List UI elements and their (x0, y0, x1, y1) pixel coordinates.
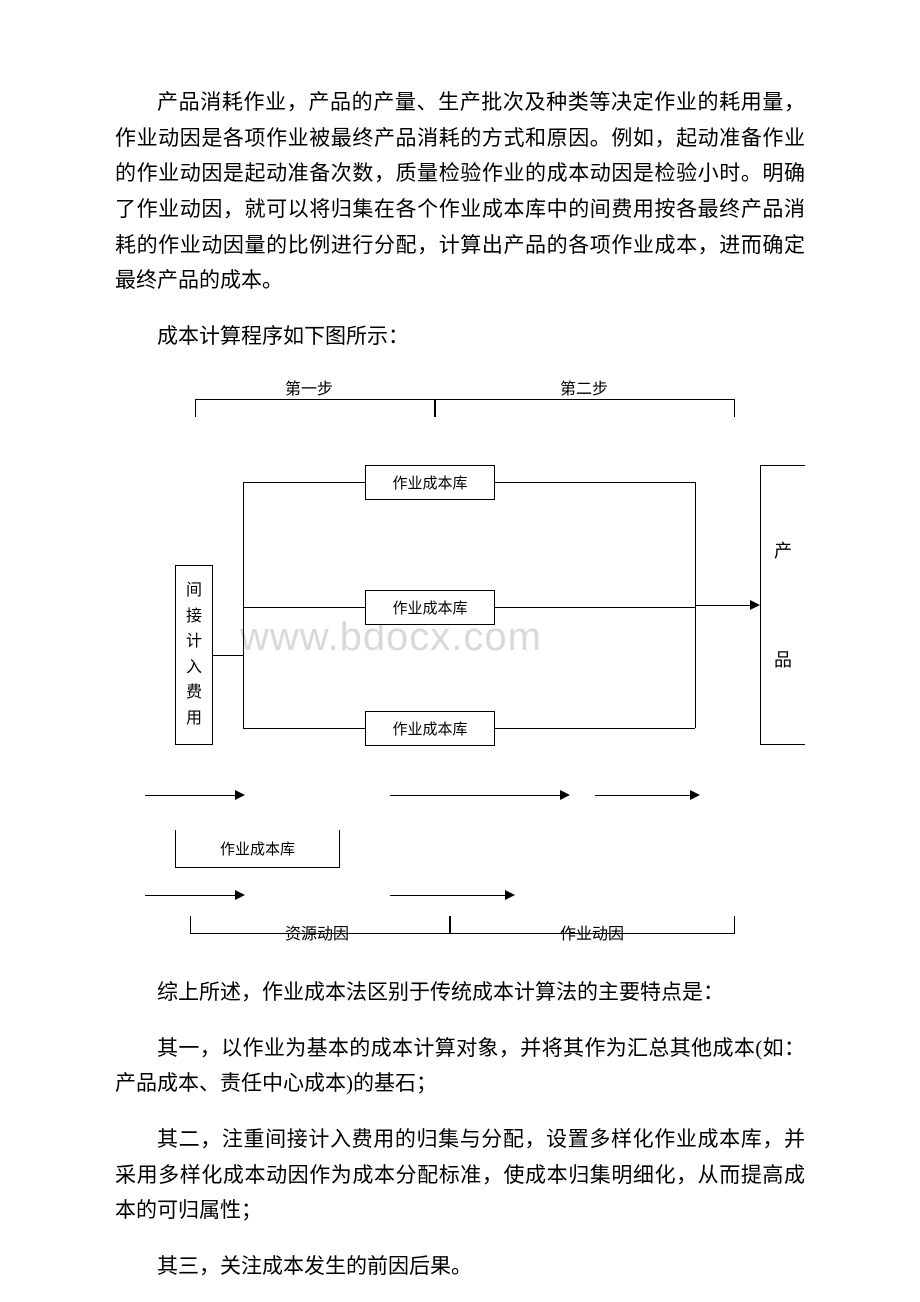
source-char-2: 计 (186, 629, 202, 655)
line-pool1-out (495, 482, 695, 483)
paragraph-5: 其二，注重间接计入费用的归集与分配，设置多样化作业成本库，并采用多样化成本动因作… (115, 1122, 805, 1229)
bottom-arrowhead-3 (690, 790, 700, 800)
bottom-pool-box: 作业成本库 (175, 830, 340, 868)
bottom-arrow-4 (145, 895, 240, 896)
step1-range (195, 399, 435, 417)
paragraph-6: 其三，关注成本发生的前因后果。 (115, 1249, 805, 1285)
pool-box-2: 作业成本库 (365, 590, 495, 625)
line-pool2-out (495, 607, 695, 608)
source-box: 间 接 计 入 费 用 (175, 565, 213, 745)
source-char-3: 入 (186, 655, 202, 681)
step-header: 第一步 第二步 (115, 375, 805, 425)
activity-driver-range (450, 916, 735, 934)
source-vsplit (243, 482, 244, 728)
source-char-4: 费 (186, 680, 202, 706)
bottom-arrow-1 (145, 795, 240, 796)
bottom-arrowhead-5 (505, 890, 515, 900)
pool-box-1: 作业成本库 (365, 465, 495, 500)
step1-label: 第一步 (285, 375, 333, 399)
source-char-5: 用 (186, 706, 202, 732)
product-box: 产 品 (760, 465, 805, 745)
pool-box-3: 作业成本库 (365, 711, 495, 746)
source-char-0: 间 (186, 578, 202, 604)
cost-diagram: 第一步 第二步 间 接 计 入 费 用 作业成本库 作业成本库 作业成本库 产 … (115, 375, 805, 955)
bottom-arrowhead-1 (235, 790, 245, 800)
bottom-arrow-3 (595, 795, 695, 796)
line-to-pool3 (243, 728, 365, 729)
bottom-arrowhead-4 (235, 890, 245, 900)
paragraph-1: 产品消耗作业，产品的产量、生产批次及种类等决定作业的耗用量，作业动因是各项作业被… (115, 85, 805, 299)
bottom-arrow-5 (390, 895, 510, 896)
line-to-pool1 (243, 482, 365, 483)
product-char-0: 产 (774, 537, 792, 563)
bottom-arrow-2 (390, 795, 565, 796)
source-char-1: 接 (186, 604, 202, 630)
step2-range (435, 399, 735, 417)
paragraph-4: 其一，以作业为基本的成本计算对象，并将其作为汇总其他成本(如：产品成本、责任中心… (115, 1031, 805, 1102)
paragraph-2: 成本计算程序如下图所示： (115, 319, 805, 355)
bottom-arrowhead-2 (560, 790, 570, 800)
resource-driver-range (190, 916, 450, 934)
line-to-pool2 (243, 607, 365, 608)
source-stub (213, 655, 243, 656)
product-char-1: 品 (774, 646, 792, 672)
line-to-product (695, 605, 755, 606)
arrow-to-product (750, 600, 760, 610)
line-pool3-out (495, 728, 695, 729)
paragraph-3: 综上所述，作业成本法区别于传统成本计算法的主要特点是： (115, 975, 805, 1011)
step2-label: 第二步 (560, 375, 608, 399)
